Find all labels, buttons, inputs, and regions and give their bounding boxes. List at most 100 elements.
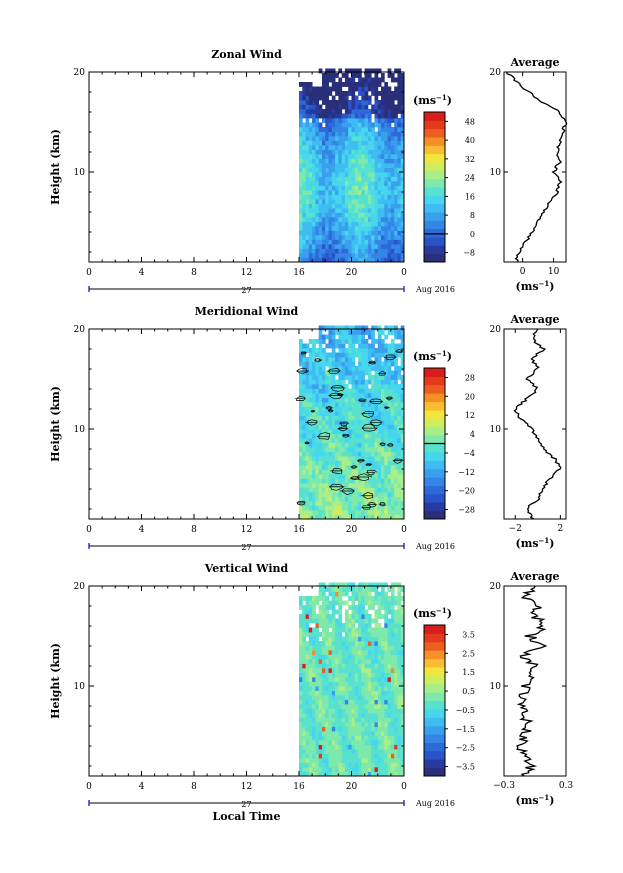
- heatmap-cell: [364, 235, 369, 240]
- heatmap-cell: [387, 438, 392, 443]
- heatmap-cell: [367, 230, 372, 236]
- heatmap-cell: [322, 627, 326, 633]
- heatmap-cell: [387, 230, 392, 236]
- heatmap-cell: [374, 388, 379, 394]
- heatmap-cell: [299, 208, 303, 213]
- heatmap-cell: [374, 501, 379, 506]
- heatmap-cell: [387, 131, 392, 137]
- heatmap-cell: [390, 596, 395, 601]
- heatmap-cell: [354, 172, 359, 177]
- heatmap-cell: [394, 713, 398, 718]
- heatmap-cell: [358, 140, 362, 146]
- heatmap-cell: [331, 587, 336, 592]
- heatmap-cell: [315, 257, 320, 263]
- heatmap-cell: [381, 681, 385, 687]
- heatmap-cell: [394, 402, 398, 407]
- heatmap-cell: [308, 415, 313, 421]
- heatmap-cell: [397, 614, 402, 619]
- heatmap-cell: [364, 600, 369, 606]
- heatmap-cell: [315, 352, 320, 358]
- heatmap-cell: [384, 492, 388, 497]
- heatmap-cell: [338, 384, 343, 389]
- average-unit-base: (ms: [515, 537, 538, 550]
- heatmap-cell: [315, 438, 320, 443]
- heatmap-cell: [361, 140, 365, 146]
- contour-line: [387, 442, 394, 447]
- heatmap-cell: [348, 505, 352, 511]
- heatmap-cell: [315, 190, 320, 195]
- heatmap-cell: [364, 104, 369, 110]
- heatmap-cell: [348, 438, 352, 443]
- colorbar-segment: [424, 212, 445, 221]
- heatmap-cell: [325, 352, 329, 358]
- heatmap-cell: [374, 199, 379, 204]
- heatmap-cell: [377, 726, 382, 732]
- heatmap-cell: [344, 91, 349, 96]
- heatmap-cell: [397, 73, 402, 78]
- heatmap-cell: [335, 402, 339, 407]
- heatmap-cell: [344, 95, 349, 101]
- heatmap-cell: [381, 158, 385, 164]
- heatmap-cell: [312, 185, 316, 191]
- heatmap-cell: [351, 221, 356, 227]
- heatmap-cell: [299, 127, 303, 132]
- heatmap-cell: [377, 352, 382, 358]
- heatmap-cell: [315, 767, 320, 772]
- heatmap-cell: [331, 762, 336, 768]
- heatmap-cell: [367, 600, 372, 606]
- heatmap-cell: [328, 505, 333, 511]
- heatmap-cell: [331, 505, 336, 511]
- heatmap-cell: [371, 510, 375, 515]
- heatmap-cell: [364, 501, 369, 506]
- heatmap-cell: [331, 424, 336, 430]
- heatmap-cell: [305, 429, 310, 434]
- heatmap-cell: [299, 167, 303, 173]
- heatmap-cell: [299, 379, 303, 385]
- heatmap-cell: [394, 253, 398, 258]
- heatmap-cell: [348, 722, 352, 727]
- heatmap-cell: [335, 623, 339, 628]
- heatmap-cell: [299, 109, 303, 114]
- heatmap-cell: [299, 465, 303, 470]
- heatmap-cell: [394, 699, 398, 705]
- heatmap-cell: [367, 113, 372, 119]
- heatmap-cell: [374, 483, 379, 488]
- heatmap-cell: [325, 686, 329, 691]
- heatmap-cell: [348, 717, 352, 723]
- heatmap-cell: [397, 749, 402, 754]
- heatmap-cell: [364, 140, 369, 146]
- heatmap-cell: [364, 429, 369, 434]
- heatmap-cell: [374, 217, 379, 222]
- heatmap-cell: [390, 393, 395, 398]
- heatmap-cell: [364, 181, 369, 186]
- colorbar-segment: [424, 435, 445, 444]
- heatmap-cell: [315, 154, 320, 159]
- heatmap-cell: [394, 451, 398, 457]
- heatmap-cell: [371, 158, 375, 164]
- heatmap-cell: [341, 641, 346, 646]
- heatmap-cell: [387, 208, 392, 213]
- heatmap-cell: [371, 348, 375, 353]
- heatmap-cell: [318, 474, 323, 479]
- heatmap-cell: [344, 339, 349, 344]
- heatmap-cell: [358, 361, 362, 367]
- heatmap-cell: [381, 758, 385, 763]
- heatmap-cell: [335, 618, 339, 624]
- heatmap-cell: [367, 641, 372, 646]
- heatmap-cell: [390, 758, 395, 763]
- heatmap-cell: [308, 406, 313, 412]
- heatmap-cell: [381, 352, 385, 358]
- heatmap-cell: [328, 185, 333, 191]
- contour-line: [392, 458, 404, 464]
- heatmap-cell: [377, 226, 382, 231]
- heatmap-cell: [305, 654, 310, 660]
- heatmap-cell: [381, 713, 385, 718]
- heatmap-cell: [397, 208, 402, 213]
- heatmap-cell: [374, 641, 379, 646]
- heatmap-cell: [354, 424, 359, 430]
- heatmap-cell: [374, 235, 379, 240]
- heatmap-cell: [302, 203, 306, 209]
- heatmap-cell: [315, 109, 320, 114]
- heatmap-cell: [384, 397, 388, 403]
